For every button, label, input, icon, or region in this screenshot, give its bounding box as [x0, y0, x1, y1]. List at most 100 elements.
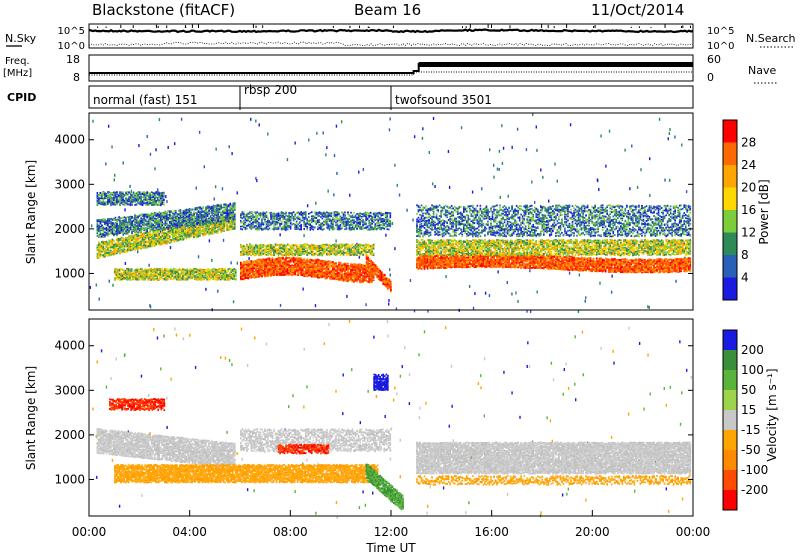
heatmap-cell	[145, 232, 147, 234]
heatmap-cell	[100, 252, 102, 254]
heatmap-cell	[536, 149, 537, 152]
heatmap-cell	[248, 257, 249, 260]
heatmap-cell	[214, 197, 215, 200]
heatmap-cell	[280, 304, 281, 307]
heatmap-cell	[122, 242, 124, 244]
heatmap-cell	[137, 240, 139, 242]
heatmap-cell	[397, 184, 398, 187]
heatmap-cell	[152, 233, 154, 235]
heatmap-cell	[113, 245, 115, 247]
heatmap-cell	[154, 241, 156, 243]
heatmap-cell	[119, 246, 121, 248]
heatmap-cell	[349, 194, 350, 197]
heatmap-cell	[534, 201, 535, 204]
heatmap-cell	[198, 255, 199, 258]
heatmap-cell	[394, 164, 395, 167]
heatmap-cell	[469, 285, 470, 288]
heatmap-cell	[669, 128, 670, 131]
heatmap-cell	[511, 146, 512, 149]
heatmap-cell	[109, 250, 111, 252]
heatmap-cell	[137, 242, 139, 244]
heatmap-cell	[158, 243, 160, 245]
heatmap-cell	[125, 246, 127, 248]
heatmap-cell	[115, 246, 117, 248]
heatmap-cell	[611, 275, 612, 278]
heatmap-cell	[148, 243, 150, 245]
heatmap-cell	[335, 239, 336, 242]
heatmap-cell	[389, 268, 390, 271]
heatmap-cell	[121, 242, 123, 244]
heatmap-cell	[109, 247, 111, 249]
heatmap-cell	[151, 241, 153, 243]
heatmap-cell	[103, 242, 105, 244]
heatmap-cell	[133, 238, 135, 240]
heatmap-cell	[130, 246, 132, 248]
heatmap-cell	[434, 185, 435, 188]
heatmap-cell	[154, 243, 156, 245]
heatmap-cell	[110, 254, 112, 256]
heatmap-cell	[109, 254, 111, 256]
heatmap-cell	[137, 248, 139, 250]
heatmap-cell	[154, 232, 156, 234]
heatmap-cell	[148, 245, 150, 247]
heatmap-cell	[134, 234, 136, 236]
cpid-segment-label: twofsound 3501	[395, 93, 492, 107]
nsearch-series-line	[89, 42, 693, 46]
heatmap-cell	[96, 283, 97, 286]
heatmap-cell	[649, 306, 650, 309]
heatmap-cell	[142, 243, 144, 245]
heatmap-cell	[448, 150, 449, 153]
heatmap-cell	[315, 304, 316, 307]
heatmap-cell	[127, 238, 129, 240]
nsearch-label: N.Search	[746, 32, 796, 45]
heatmap-cell	[97, 254, 99, 256]
heatmap-cell	[432, 182, 433, 185]
freq-unit-label: [MHz]	[3, 68, 32, 79]
heatmap-cell	[150, 153, 151, 156]
heatmap-cell	[106, 241, 108, 243]
heatmap-cell	[600, 134, 601, 137]
heatmap-cell	[598, 188, 599, 191]
heatmap-cell	[130, 235, 132, 237]
nave-label: Nave	[748, 64, 776, 77]
heatmap-cell	[119, 243, 121, 245]
heatmap-cell	[237, 262, 238, 265]
heatmap-cell	[503, 147, 504, 150]
heatmap-cell	[136, 237, 138, 239]
heatmap-cell	[139, 244, 141, 246]
heatmap-cell	[129, 185, 130, 188]
heatmap-cell	[142, 247, 144, 249]
heatmap-cell	[118, 248, 120, 250]
heatmap-cell	[109, 245, 111, 247]
heatmap-cell	[98, 256, 100, 258]
heatmap-cell	[106, 249, 108, 251]
heatmap-cell	[131, 239, 133, 241]
heatmap-cell	[363, 168, 364, 171]
heatmap-cell	[125, 239, 127, 241]
heatmap-cell	[481, 187, 482, 190]
heatmap-cell	[136, 239, 138, 241]
heatmap-cell	[497, 270, 498, 273]
heatmap-cell	[294, 142, 295, 145]
heatmap-cell	[125, 241, 127, 243]
freq-ytick-label-left: 8	[73, 71, 80, 84]
heatmap-cell	[152, 238, 154, 240]
heatmap-cell	[157, 238, 159, 240]
heatmap-cell	[229, 145, 230, 148]
heatmap-cell	[389, 117, 390, 120]
heatmap-cell	[389, 128, 390, 131]
heatmap-cell	[107, 252, 109, 254]
heatmap-cell	[499, 150, 500, 153]
heatmap-cell	[115, 251, 117, 253]
heatmap-cell	[412, 219, 413, 222]
heatmap-cell	[121, 237, 123, 239]
heatmap-cell	[609, 130, 610, 133]
heatmap-cell	[637, 186, 638, 189]
heatmap-cell	[394, 247, 395, 250]
heatmap-cell	[109, 240, 111, 242]
heatmap-cell	[414, 135, 415, 138]
heatmap-cell	[122, 237, 124, 239]
heatmap-cell	[674, 136, 675, 139]
freq-label: Freq.	[5, 56, 30, 67]
heatmap-cell	[145, 245, 147, 247]
